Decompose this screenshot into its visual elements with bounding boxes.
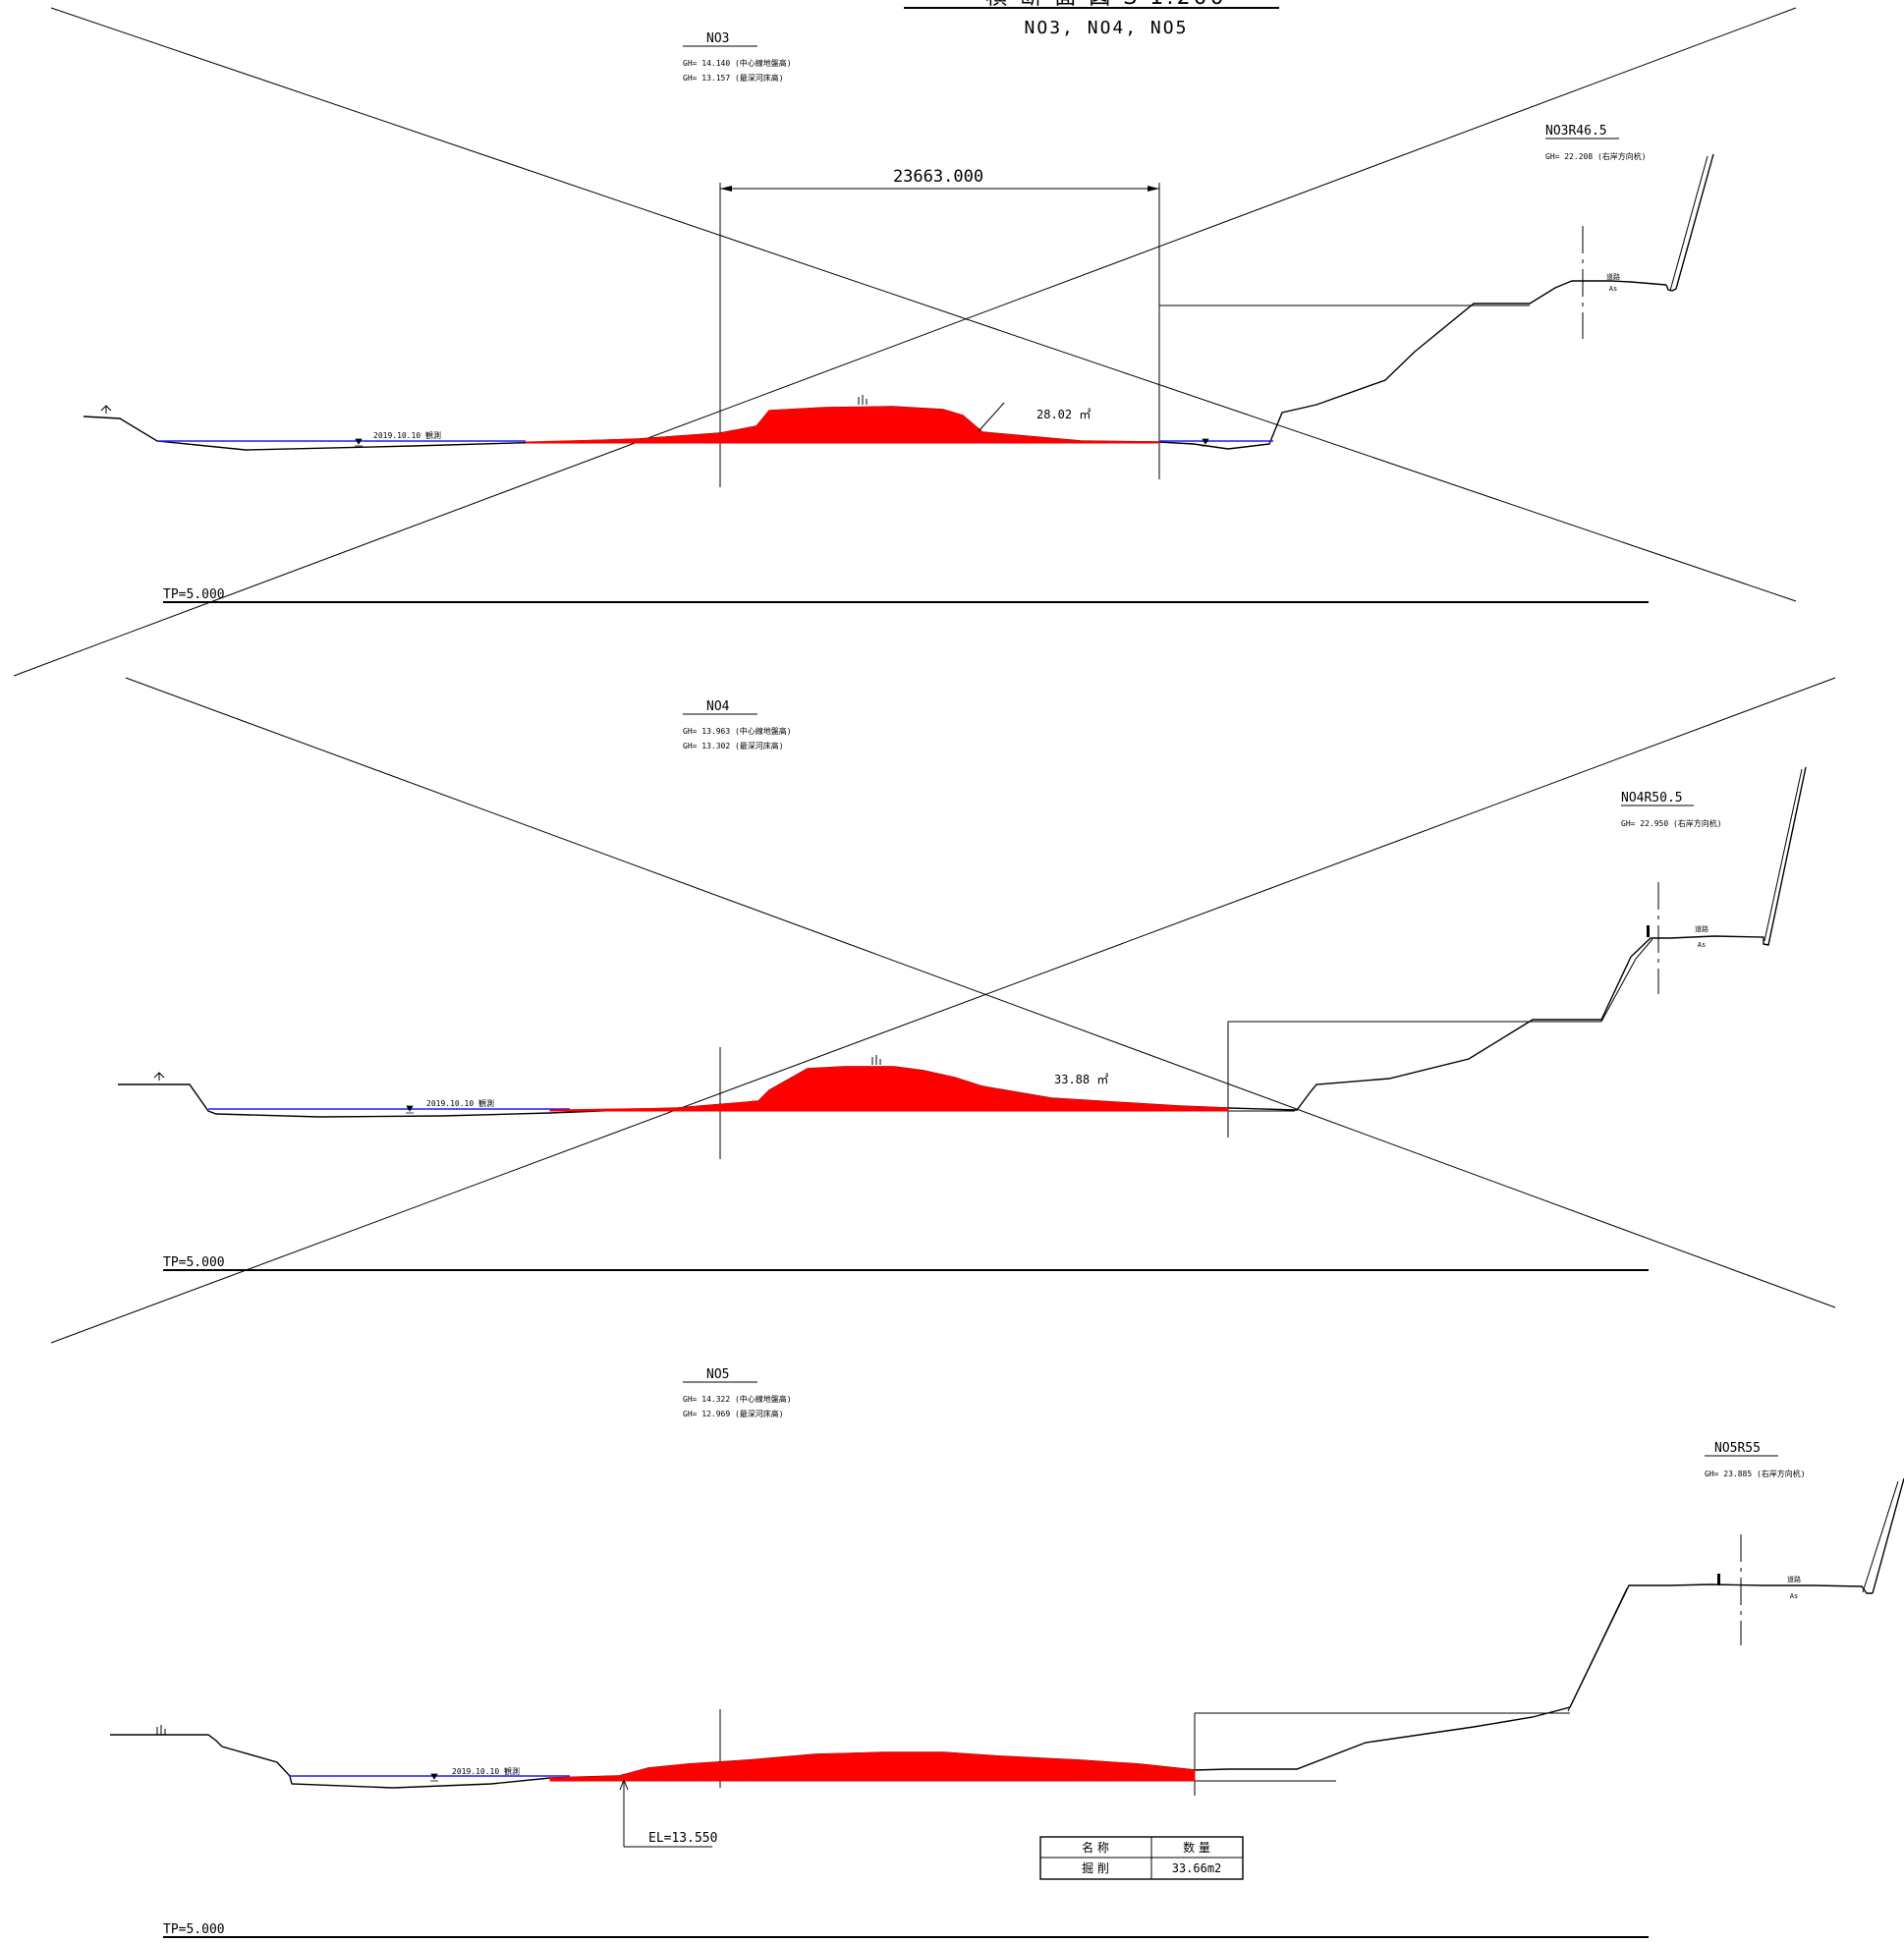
table-row-qty: 33.66m2 [1172, 1861, 1222, 1875]
post-icon [1717, 1574, 1720, 1585]
gh-deep-label: GH= 13.157 (最深河床高) [683, 73, 784, 83]
quantity-table: 名 称 数 量 掘 削 33.66m2 [1039, 1836, 1244, 1880]
section-no4: NO4 GH= 13.963 (中心線地盤高) GH= 13.302 (最深河床… [50, 677, 1836, 1344]
section-name: NO5 [706, 1367, 729, 1382]
area-label: 33.88 ㎡ [1054, 1073, 1108, 1086]
benchmark-icon [153, 1072, 165, 1081]
right-bank [1763, 766, 1807, 946]
road-label: 道路 [1695, 924, 1708, 933]
road-surface-label: As [1790, 1592, 1798, 1600]
right-gh-label: GH= 22.208 (右岸方向杭) [1545, 151, 1647, 161]
excavation-area [549, 1751, 1196, 1782]
road-surface-label: As [1698, 941, 1706, 949]
section-name: NO3 [706, 31, 729, 46]
section-no3: NO3 GH= 14.140 (中心線地盤高) GH= 13.157 (最深河床… [13, 7, 1797, 677]
dimension-arrow [1148, 186, 1159, 192]
cancel-line [50, 677, 1836, 1344]
water-level-icon [355, 438, 363, 447]
el-arrow [619, 1778, 629, 1791]
drawing-subtitle: NO3, NO4, NO5 [1025, 18, 1189, 38]
tp-label: TP=5.000 [163, 1255, 225, 1270]
right-stake-label: NO4R50.5 [1621, 791, 1683, 805]
right-gh-label: GH= 23.885 (右岸方向杭) [1705, 1469, 1806, 1478]
vegetation-icon [871, 1055, 881, 1065]
el-label: EL=13.550 [648, 1831, 717, 1846]
area-label: 28.02 ㎡ [1036, 408, 1091, 421]
right-stake-label: NO3R46.5 [1545, 124, 1607, 139]
water-level-icon [406, 1105, 414, 1114]
road-surface-label: As [1609, 285, 1617, 293]
tp-label: TP=5.000 [163, 587, 225, 602]
slope-hatch [1600, 938, 1653, 1023]
table-header-qty: 数 量 [1183, 1840, 1210, 1855]
vegetation-icon [858, 395, 868, 405]
section-name: NO4 [706, 699, 730, 714]
gh-center-label: GH= 13.963 (中心線地盤高) [683, 726, 792, 736]
road-label: 道路 [1606, 272, 1620, 281]
water-observation-label: 2019.10.10 観測 [373, 430, 441, 440]
section-no5: NO5 GH= 14.322 (中心線地盤高) GH= 12.969 (最深河床… [110, 1367, 1904, 1938]
cancel-line [125, 677, 1836, 1308]
water-observation-label: 2019.10.10 観測 [426, 1098, 494, 1108]
right-bank [1665, 153, 1714, 292]
right-bank-hatch [1764, 768, 1803, 942]
excavation-area [525, 406, 1160, 444]
water-observation-label: 2019.10.10 観測 [452, 1766, 520, 1776]
gh-deep-label: GH= 13.302 (最深河床高) [683, 741, 784, 750]
right-bank-hatch [1669, 155, 1708, 292]
excavation-area [549, 1066, 1229, 1112]
table-row-name: 掘 削 [1082, 1860, 1109, 1875]
dimension-value: 23663.000 [893, 167, 983, 187]
tp-label: TP=5.000 [163, 1922, 225, 1937]
water-level-icon [1202, 438, 1209, 447]
right-stake-label: NO5R55 [1714, 1441, 1761, 1456]
cancel-line [13, 7, 1797, 677]
right-gh-label: GH= 22.950 (右岸方向杭) [1621, 818, 1722, 828]
right-bank-hatch [1862, 1480, 1899, 1593]
benchmark-icon [100, 405, 112, 414]
right-bank [1872, 1477, 1904, 1594]
drawing-title: 横 断 面 図 S 1:200 [985, 0, 1226, 10]
dimension-arrow [720, 186, 732, 192]
post-icon [1647, 925, 1650, 937]
vegetation-icon [156, 1725, 166, 1735]
area-leader [978, 402, 1005, 432]
water-level-icon [430, 1773, 438, 1782]
road-label: 道路 [1787, 1575, 1801, 1583]
slope-hatch [1567, 1587, 1628, 1712]
gh-center-label: GH= 14.140 (中心線地盤高) [683, 58, 792, 68]
gh-deep-label: GH= 12.969 (最深河床高) [683, 1409, 784, 1418]
cancel-line [50, 7, 1797, 602]
gh-center-label: GH= 14.322 (中心線地盤高) [683, 1394, 792, 1404]
table-header-name: 名 称 [1082, 1840, 1109, 1855]
